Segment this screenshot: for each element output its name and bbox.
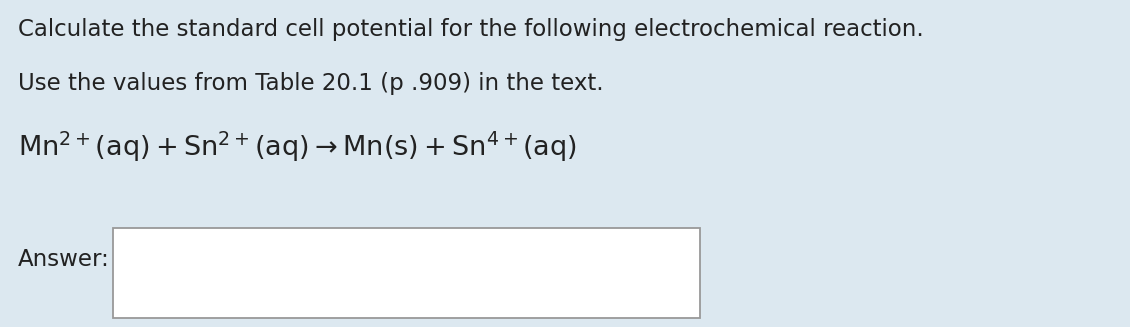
Text: Calculate the standard cell potential for the following electrochemical reaction: Calculate the standard cell potential fo…: [18, 18, 923, 41]
Text: Use the values from Table 20.1 (p .909) in the text.: Use the values from Table 20.1 (p .909) …: [18, 72, 603, 95]
Text: Answer:: Answer:: [18, 248, 110, 271]
Text: $\mathsf{Mn^{2+}(aq) + Sn^{2+}(aq) \rightarrow Mn(s) + Sn^{4+}(aq)}$: $\mathsf{Mn^{2+}(aq) + Sn^{2+}(aq) \righ…: [18, 130, 577, 164]
FancyBboxPatch shape: [113, 228, 699, 318]
